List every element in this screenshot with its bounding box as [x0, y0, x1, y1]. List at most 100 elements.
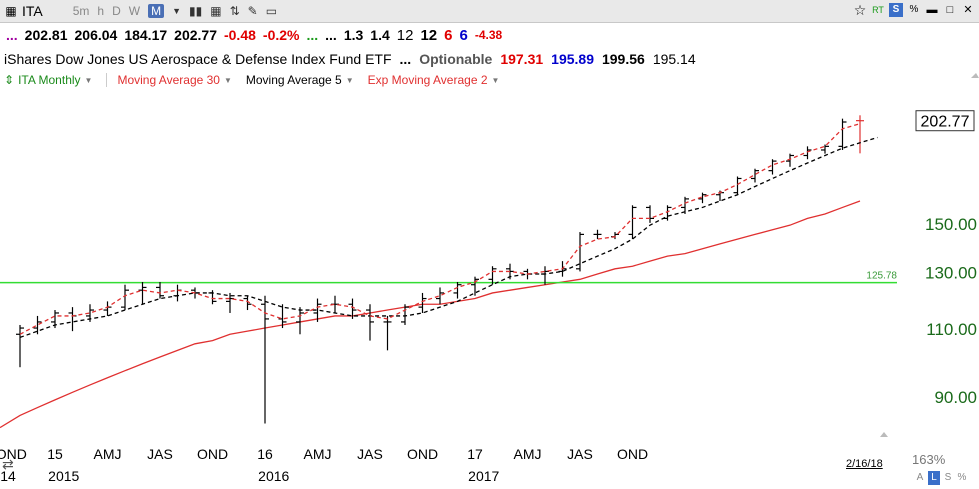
legend-separator: [106, 73, 108, 87]
ohlc-bar: [261, 295, 269, 424]
chevron-down-icon[interactable]: ▼: [84, 75, 93, 85]
ohlc-bar: [838, 118, 847, 150]
price-blue: 195.89: [551, 51, 594, 67]
time-tick-label: OND: [407, 446, 438, 462]
ohlc-bars: [16, 115, 864, 424]
timeframe-5m-button[interactable]: 5m: [72, 4, 90, 18]
time-tick-label: JAS: [357, 446, 383, 462]
sync-icon[interactable]: ⇄: [2, 456, 14, 472]
ohlc-bar: [138, 282, 147, 305]
price-red: 197.31: [500, 51, 544, 67]
legend-ema2-label: Exp Moving Average 2: [367, 73, 488, 87]
legend-ema2[interactable]: Exp Moving Average 2 ▼: [368, 73, 500, 87]
log-scale-button[interactable]: L: [928, 471, 940, 485]
last-price-label: 202.77: [921, 114, 970, 131]
scale-s-button[interactable]: S: [944, 472, 952, 483]
ohlc-bar: [296, 307, 304, 335]
time-tick-label: AMJ: [514, 446, 542, 462]
time-tick-label: OND: [617, 446, 648, 462]
zoom-level[interactable]: 163%: [912, 452, 946, 467]
auto-scale-button[interactable]: A: [916, 472, 924, 483]
price-normal: 195.14: [652, 51, 696, 67]
close-icon[interactable]: ✕: [963, 4, 973, 16]
price-tick-label: 130.00: [925, 263, 977, 282]
ohlc-bar: [68, 307, 77, 332]
time-tick-label: OND: [0, 446, 27, 462]
horizontal-line[interactable]: 125.78: [0, 271, 897, 284]
time-axis[interactable]: OND 15 AMJ JAS OND 16 AMJ JAS OND 17 AMJ JAS OND 14 20…: [0, 432, 888, 484]
chevron-down-icon[interactable]: ▼: [491, 75, 500, 85]
ohlc-bar: [646, 205, 654, 223]
ohlc-bar: [471, 276, 479, 296]
time-tick-label: AMJ: [94, 446, 122, 462]
toolbar-right: ☆ RT S % ▬ □ ✕: [853, 3, 975, 17]
price-tick-label: 150.00: [925, 215, 977, 234]
ohlc-bar: [208, 290, 217, 305]
restore-icon[interactable]: □: [946, 4, 954, 16]
chevron-down-icon[interactable]: ▼: [345, 75, 354, 85]
ohlc-bar: [348, 298, 357, 319]
time-tick-label: 16: [257, 446, 273, 462]
name-row: iShares Dow Jones US Aerospace & Defense…: [0, 48, 979, 70]
timeframe-h-button[interactable]: h: [97, 4, 105, 18]
bar-chart-icon[interactable]: ▮▮: [189, 4, 203, 18]
ohlc-bar: [121, 284, 129, 311]
ohlc-bar: [243, 295, 252, 311]
ohlc-bar: [401, 304, 409, 325]
quote-v6: 6: [459, 26, 468, 44]
ohlc-bar: [768, 159, 777, 175]
timeframe-m-button[interactable]: M: [148, 4, 165, 18]
scroll-marker-icon: [880, 432, 888, 437]
ohlc-bar: [576, 232, 584, 272]
quote-change: -0.48: [223, 27, 256, 43]
grid-icon[interactable]: ▦: [5, 4, 17, 18]
time-tick-label: JAS: [147, 446, 173, 462]
legend-main[interactable]: ⇕ ITA Monthly ▼: [4, 73, 92, 87]
tools-icon[interactable]: ⇅: [229, 4, 240, 18]
ohlc-bar: [103, 301, 112, 316]
legend-main-icon: ⇕: [4, 73, 15, 87]
quote-v2: 1.4: [370, 27, 390, 43]
legend-row: ⇕ ITA Monthly ▼ Moving Average 30 ▼ Movi…: [0, 71, 979, 89]
year-tick-label: 14: [0, 468, 16, 484]
star-icon[interactable]: ☆: [853, 2, 867, 18]
pct-label[interactable]: %: [909, 4, 919, 15]
ema2-series: [19, 123, 861, 335]
ohlc-bar: [156, 282, 164, 299]
quote-v1: 1.3: [343, 27, 364, 43]
ohlc-bar: [803, 146, 812, 160]
legend-ma5[interactable]: Moving Average 5 ▼: [246, 73, 354, 87]
ohlc-bar: [313, 298, 322, 322]
legend-ma30-label: Moving Average 30: [117, 73, 220, 87]
multi-chart-icon[interactable]: ▦: [210, 4, 222, 18]
price-axis[interactable]: 90.00 110.00 130.00 150.00 202.77: [915, 73, 979, 407]
rt-label[interactable]: RT: [872, 5, 884, 15]
legend-ma30[interactable]: Moving Average 30 ▼: [117, 73, 231, 87]
timeframe-d-button[interactable]: D: [112, 4, 121, 18]
last-price-box: [915, 110, 975, 132]
chevron-down-icon[interactable]: ▼: [172, 6, 182, 16]
symbol-input[interactable]: ITA: [22, 3, 43, 19]
chevron-down-icon[interactable]: ▼: [223, 75, 232, 85]
price-black: 199.56: [601, 51, 645, 67]
ma30-series: [0, 200, 861, 429]
s-label[interactable]: S: [889, 3, 903, 17]
ohlc-bar: [33, 315, 42, 335]
timeframe-w-button[interactable]: W: [128, 4, 141, 18]
minimize-icon[interactable]: ▬: [926, 4, 938, 16]
ohlc-bar: [366, 304, 374, 341]
percent-scale-button[interactable]: %: [957, 472, 967, 483]
ohlc-bar: [628, 205, 637, 240]
time-tick-label: AMJ: [304, 446, 332, 462]
quote-row: ... 202.81 206.04 184.17 202.77 -0.48 -0…: [0, 24, 979, 46]
ohlc-bar: [733, 176, 742, 195]
quote-v3: 12: [396, 26, 414, 44]
year-tick-label: 2016: [258, 468, 289, 484]
price-tick-label: 90.00: [934, 388, 977, 407]
legend-ma5-label: Moving Average 5: [245, 73, 342, 87]
eraser-icon[interactable]: ▭: [265, 4, 278, 18]
last-date[interactable]: 2/16/18: [846, 458, 883, 470]
pencil-icon[interactable]: ✎: [247, 4, 258, 18]
hline-label: 125.78: [866, 271, 897, 282]
